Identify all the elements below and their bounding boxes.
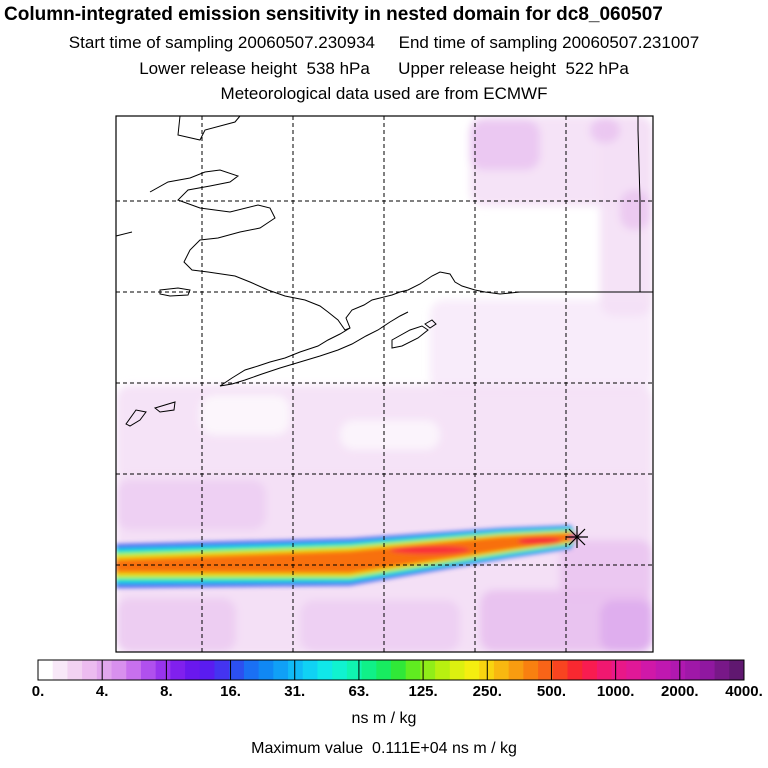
colorbar-cell	[493, 660, 510, 680]
colorbar-cell	[714, 660, 730, 680]
colorbar-cell	[38, 660, 54, 680]
island-1	[391, 325, 429, 349]
colorbar-cell	[82, 660, 98, 680]
coastline-peninsula	[219, 311, 409, 387]
colorbar-cell	[361, 660, 377, 680]
plume-core	[390, 546, 470, 554]
colorbar-tick-label: 16.	[220, 683, 241, 700]
colorbar-cell	[655, 660, 671, 680]
sensitivity-patch	[116, 598, 236, 652]
colorbar-cell	[641, 660, 657, 680]
colorbar-cell	[449, 660, 466, 680]
colorbar-tick-label: 63.	[348, 683, 370, 700]
island-4	[125, 409, 147, 427]
coastline-north	[177, 115, 241, 141]
colorbar-cell	[243, 660, 260, 680]
colorbar-cell	[464, 660, 480, 680]
colorbar-cell	[626, 660, 642, 680]
colorbar-cell	[111, 660, 127, 680]
plume-core	[518, 537, 562, 545]
page-title: Column-integrated emission sensitivity i…	[4, 4, 663, 25]
colorbar-cell	[435, 660, 451, 680]
colorbar-cell	[699, 660, 716, 680]
coastline	[115, 115, 653, 427]
colorbar-cell	[170, 660, 186, 680]
colorbar-unit: ns m / kg	[351, 710, 417, 727]
colorbar-cell	[611, 660, 627, 680]
colorbar-cell	[670, 660, 686, 680]
sensitivity-patch	[116, 480, 266, 530]
colorbar-tick-label: 250.	[472, 683, 502, 700]
colorbar-cell	[317, 660, 333, 680]
sensitivity-patch	[560, 540, 653, 600]
maximum-value-label: Maximum value 0.111E+04 ns m / kg	[251, 740, 517, 757]
upper-height-label: Upper release height 522 hPa	[398, 59, 629, 78]
colorbar-cell	[185, 660, 201, 680]
sampling-times: Start time of sampling 20060507.230934 E…	[0, 33, 768, 53]
colorbar-cell	[229, 660, 245, 680]
colorbar-cell	[258, 660, 274, 680]
colorbar-cell	[391, 660, 407, 680]
map-frame	[115, 115, 654, 653]
colorbar-cell	[508, 660, 524, 680]
colorbar-cell	[155, 660, 171, 680]
met-data-label: Meteorological data used are from ECMWF	[220, 84, 548, 103]
colorbar-cell	[729, 660, 745, 680]
island-3	[159, 287, 191, 297]
colorbar-cell	[582, 660, 598, 680]
colorbar-cell	[685, 660, 701, 680]
sensitivity-patch	[590, 118, 620, 143]
sensitivity-patch	[300, 600, 460, 652]
colorbar-tick-label: 31.	[284, 683, 306, 700]
colorbar-cell	[96, 660, 113, 680]
colorbar-cell	[273, 660, 289, 680]
colorbar-cell	[199, 660, 215, 680]
lower-height-label: Lower release height 538 hPa	[139, 59, 370, 78]
colorbar-tick-label: 4.	[95, 683, 109, 700]
colorbar-cell	[552, 660, 568, 680]
end-time-label: End time of sampling 20060507.231007	[398, 33, 700, 52]
sensitivity-patch	[620, 190, 650, 230]
island-2	[424, 319, 437, 329]
east-border	[637, 116, 641, 292]
colorbar-tick-label: 1000.	[596, 683, 635, 700]
colorbar-cell	[52, 660, 68, 680]
coastline-mainland	[115, 169, 653, 331]
colorbar-cell	[420, 660, 436, 680]
colorbar-cell	[288, 660, 304, 680]
island-5	[153, 401, 176, 413]
colorbar-cell	[332, 660, 348, 680]
colorbar-cell	[214, 660, 230, 680]
colorbar-tick-label: 4000.	[725, 683, 763, 700]
colorbar-cell	[567, 660, 583, 680]
colorbar-cell	[302, 660, 318, 680]
colorbar	[37, 659, 745, 681]
colorbar-cell	[126, 660, 142, 680]
sensitivity-patch	[430, 300, 653, 390]
colorbar-cell	[346, 660, 363, 680]
graticule	[116, 116, 653, 652]
plume-contour	[116, 533, 577, 573]
colorbar-cell	[596, 660, 613, 680]
colorbar-tick-label: 125.	[408, 683, 438, 700]
sensitivity-patch	[200, 395, 290, 435]
asterisk-icon	[566, 526, 588, 548]
colorbar-tick-label: 0.	[31, 683, 45, 700]
colorbar-tick-label: 2000.	[661, 683, 699, 700]
colorbar-cell	[523, 660, 539, 680]
colorbar-tick-label: 8.	[160, 683, 173, 700]
sensitivity-patch	[600, 600, 653, 652]
sensitivity-patch	[340, 420, 440, 450]
release-heights: Lower release height 538 hPa Upper relea…	[0, 59, 768, 79]
sensitivity-patch	[470, 120, 540, 170]
colorbar-cell	[67, 660, 83, 680]
colorbar-cell	[538, 660, 554, 680]
colorbar-cell	[376, 660, 392, 680]
colorbar-cell	[140, 660, 157, 680]
start-time-label: Start time of sampling 20060507.230934	[68, 33, 376, 52]
colorbar-cell	[405, 660, 421, 680]
colorbar-tick-label: 500.	[536, 683, 567, 700]
